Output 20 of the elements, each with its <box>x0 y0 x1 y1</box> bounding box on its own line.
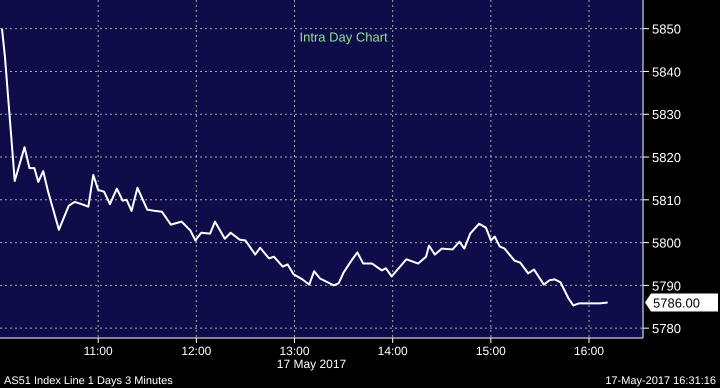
x-tick-label: 15:00 <box>476 344 506 358</box>
y-tick-label: 5790 <box>652 278 681 294</box>
y-tick-label: 5830 <box>652 107 681 122</box>
x-tick-label: 14:00 <box>378 344 408 358</box>
x-axis-title: 17 May 2017 <box>276 357 347 371</box>
x-tick-label: 16:00 <box>574 344 604 358</box>
x-tick-label: 13:00 <box>279 344 310 358</box>
line-series <box>0 28 609 306</box>
text: 17-May-2017 16:31:16 <box>605 375 716 387</box>
y-tick-label: 5820 <box>652 150 681 166</box>
text: Intra Day Chart <box>300 30 388 44</box>
y-tick-label: 5810 <box>652 192 681 208</box>
x-tick-label: 12:00 <box>181 344 212 358</box>
y-tick-label: 5850 <box>652 22 681 37</box>
text: AS51 Index Line 1 Days 3 Minutes <box>4 375 174 387</box>
y-tick-label: 5800 <box>652 236 681 251</box>
y-tick-label: 5840 <box>652 64 681 80</box>
y-tick-label: 5780 <box>652 321 681 336</box>
text: 5786.00 <box>653 295 700 310</box>
x-tick-label: 11:00 <box>84 344 114 358</box>
